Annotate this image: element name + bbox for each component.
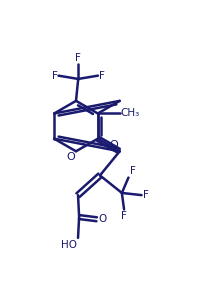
- Text: O: O: [109, 140, 118, 150]
- Text: F: F: [130, 166, 135, 176]
- Text: CH₃: CH₃: [121, 108, 140, 118]
- Text: F: F: [121, 211, 127, 221]
- Text: F: F: [99, 71, 105, 81]
- Text: O: O: [66, 152, 75, 163]
- Text: O: O: [99, 214, 107, 224]
- Text: F: F: [52, 71, 57, 81]
- Text: F: F: [75, 52, 81, 62]
- Text: F: F: [143, 190, 149, 200]
- Text: HO: HO: [61, 240, 77, 250]
